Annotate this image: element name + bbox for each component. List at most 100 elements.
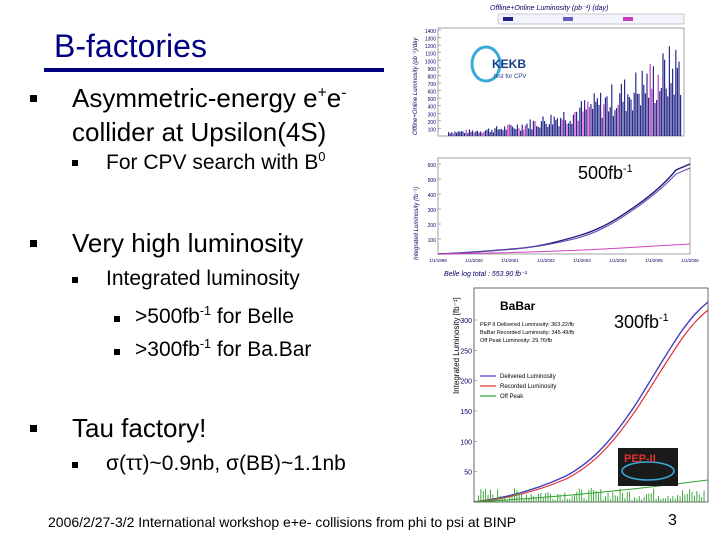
y-tick-label: 900 [428, 67, 437, 73]
belle-daily-ylabel: Offline+Online Luminosity (pb⁻¹)/day [413, 37, 419, 135]
daily-bar [670, 498, 671, 502]
bullet-tau-factory: Tau factory! [72, 413, 207, 443]
daily-bar [569, 120, 571, 136]
legend-swatch [563, 17, 573, 21]
daily-bar [643, 84, 645, 136]
daily-bar [574, 112, 576, 136]
daily-bar [619, 93, 621, 136]
daily-bar [544, 121, 546, 136]
bullet-text: for Ba.Bar [211, 338, 312, 361]
daily-bar [492, 132, 494, 136]
daily-bar [614, 110, 616, 136]
sub-bullet-integrated: Integrated luminosity [106, 267, 300, 290]
subsub-bullet-marker [114, 349, 120, 355]
daily-bar [619, 488, 621, 502]
bullet-marker-2 [30, 240, 37, 247]
daily-bar [607, 492, 609, 502]
babar-legend-offpeak: Off Peak [500, 394, 524, 400]
y-tick-label: 400 [428, 193, 437, 199]
daily-bar [529, 119, 531, 136]
daily-bar [528, 128, 530, 136]
daily-bar [486, 129, 488, 136]
bullet-text: for Belle [211, 305, 294, 328]
belle-integrated-yticks: 600 500 400 300 200 100 [428, 163, 441, 244]
daily-bar [494, 498, 496, 502]
daily-bar [672, 68, 674, 136]
daily-bar [564, 120, 566, 136]
daily-bar [600, 489, 602, 502]
y-tick-label: 1400 [425, 29, 436, 35]
y-tick-label: 400 [428, 105, 437, 111]
daily-bar [593, 489, 595, 502]
daily-bar [460, 131, 462, 136]
daily-bar [617, 496, 619, 502]
daily-bar [668, 46, 670, 136]
daily-bar [502, 130, 504, 136]
daily-bar [652, 66, 654, 136]
daily-bar [572, 114, 574, 136]
daily-bar [528, 498, 530, 502]
daily-bar [558, 126, 560, 136]
daily-bar [473, 132, 475, 136]
daily-bar [673, 94, 675, 136]
babar-legend-delivered: Delivered Luminosity [500, 374, 556, 380]
daily-bar [511, 495, 513, 502]
daily-bar [584, 100, 586, 136]
daily-bar [658, 495, 659, 502]
daily-bar [464, 133, 466, 136]
daily-bar [480, 131, 482, 136]
daily-bar [655, 498, 657, 502]
daily-bar [494, 128, 496, 136]
daily-bar [457, 131, 459, 136]
y-tick-label: 1100 [425, 52, 436, 58]
daily-bar [476, 130, 478, 136]
daily-bar [581, 489, 583, 502]
superscript: -1 [199, 304, 212, 318]
daily-bar [478, 132, 480, 136]
daily-bar [520, 130, 522, 136]
daily-bar [686, 493, 688, 502]
x-tick-label: 1/1/2005 [645, 258, 663, 263]
daily-bar [684, 494, 686, 502]
x-tick-label: 1/1/2006 [681, 258, 699, 263]
daily-bar [480, 488, 482, 502]
daily-bar [636, 498, 638, 502]
daily-bar [547, 126, 549, 136]
belle-daily-luminosity-chart: Offline+Online Luminosity (pb⁻¹) (day) O… [408, 0, 720, 148]
belle-daily-legend-box [497, 13, 685, 25]
y-tick-label: 500 [428, 97, 437, 103]
daily-bar [646, 494, 647, 502]
daily-bar [592, 108, 594, 136]
x-tick-label: 1/1/2001 [501, 258, 519, 263]
belle-integrated-ylabel: Integrated Luminosity (fb⁻¹) [414, 187, 420, 260]
daily-bar [612, 492, 614, 502]
daily-bar [648, 493, 650, 502]
daily-bar [583, 497, 585, 502]
daily-bar [624, 79, 626, 136]
belle-integrated-xticks: 1/1/1999 1/1/2000 1/1/2001 1/1/2002 1/1/2003… [429, 258, 699, 263]
daily-bar [465, 129, 467, 136]
daily-bar [672, 496, 674, 502]
daily-bar [552, 498, 554, 502]
belle-daily-title: Offline+Online Luminosity (pb⁻¹) (day) [490, 5, 608, 12]
daily-bar [534, 121, 536, 136]
daily-bar [600, 92, 602, 136]
daily-bar [499, 129, 501, 136]
babar-info-line: Off Peak Luminosity: 29.76/fb [480, 338, 552, 344]
daily-bar [485, 488, 487, 502]
daily-bar [526, 494, 527, 502]
y-tick-label: 100 [428, 127, 437, 133]
daily-bar [636, 93, 638, 136]
daily-bar [508, 124, 510, 136]
pep2-ring-icon [621, 461, 675, 481]
daily-bar [610, 499, 611, 502]
daily-bar [530, 494, 532, 502]
daily-bar [574, 494, 575, 502]
y-tick-label: 50 [464, 470, 472, 477]
daily-bar [535, 497, 537, 502]
daily-bar [496, 126, 498, 136]
daily-bar [502, 497, 503, 502]
daily-bar [609, 107, 611, 136]
daily-bar [634, 497, 635, 502]
daily-bar [679, 496, 681, 502]
